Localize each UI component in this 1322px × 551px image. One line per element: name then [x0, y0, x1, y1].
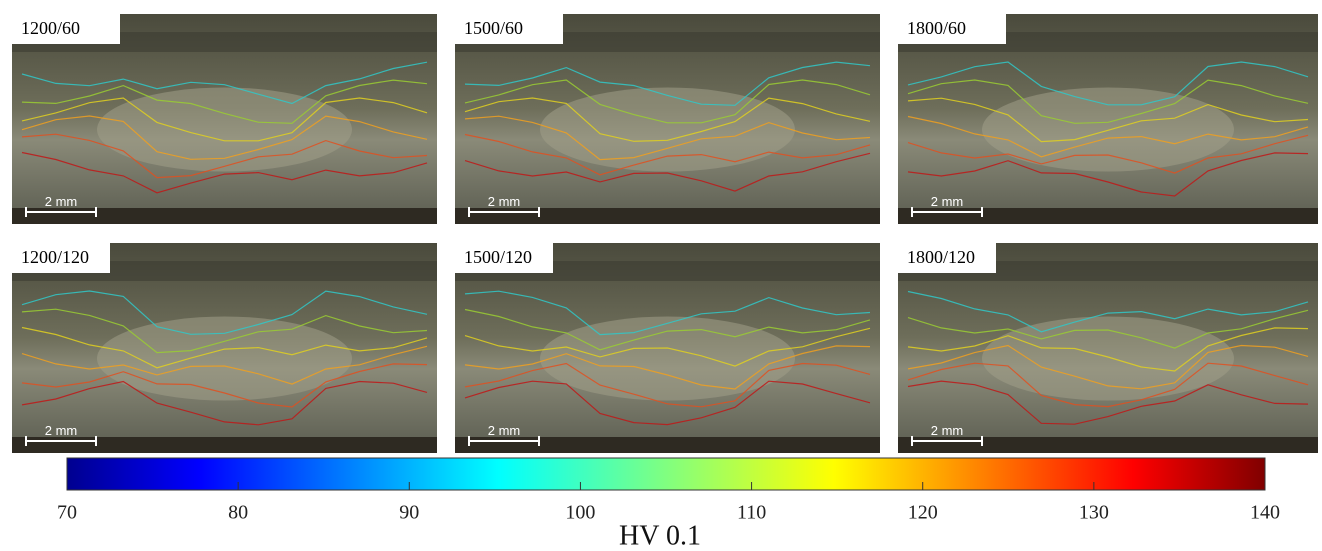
colorbar-label: HV 0.1	[619, 520, 701, 551]
sheet-bottom	[455, 208, 880, 224]
tick-label: 80	[228, 502, 248, 524]
panel-label: 1200/60	[21, 18, 80, 38]
micrograph-panel: 1200/120 2 mm	[12, 243, 437, 453]
micrograph-panel: 1800/60 2 mm	[898, 14, 1318, 224]
tick-label: 140	[1250, 502, 1280, 524]
tick-label: 130	[1079, 502, 1109, 524]
weld-nugget	[540, 88, 795, 172]
figure: 1200/602 mm1500/602 mm1800/602 mm1200/12…	[0, 0, 1322, 551]
sheet-bottom	[455, 437, 880, 453]
micrograph-panel: 1500/120 2 mm	[455, 243, 880, 453]
panel-label: 1500/120	[464, 247, 532, 267]
weld-nugget	[982, 88, 1234, 172]
tick-label: 70	[57, 502, 77, 524]
tick-label: 120	[908, 502, 938, 524]
scale-bar-label: 2 mm	[488, 423, 521, 438]
colorbar: 70 80 90 100 110 120 130 140	[57, 458, 1280, 524]
micrograph-panel: 1500/60 2 mm	[455, 14, 880, 224]
tick-label: 100	[565, 502, 595, 524]
sheet-bottom	[12, 208, 437, 224]
panel-label: 1200/120	[21, 247, 89, 267]
tick-label: 110	[737, 502, 766, 524]
micrograph-panel: 1800/120 2 mm	[898, 243, 1318, 453]
scale-bar-label: 2 mm	[931, 194, 964, 209]
scale-bar-label: 2 mm	[488, 194, 521, 209]
scale-bar-label: 2 mm	[931, 423, 964, 438]
sheet-bottom	[898, 437, 1318, 453]
micrograph-panel: 1200/60 2 mm	[12, 14, 437, 224]
sheet-bottom	[12, 437, 437, 453]
sheet-bottom	[898, 208, 1318, 224]
scale-bar-label: 2 mm	[45, 194, 78, 209]
colorbar-gradient	[67, 458, 1265, 490]
scale-bar-label: 2 mm	[45, 423, 78, 438]
weld-nugget	[97, 317, 352, 401]
panel-label: 1800/120	[907, 247, 975, 267]
panel-label: 1500/60	[464, 18, 523, 38]
tick-label: 90	[399, 502, 419, 524]
panel-label: 1800/60	[907, 18, 966, 38]
weld-nugget	[982, 317, 1234, 401]
